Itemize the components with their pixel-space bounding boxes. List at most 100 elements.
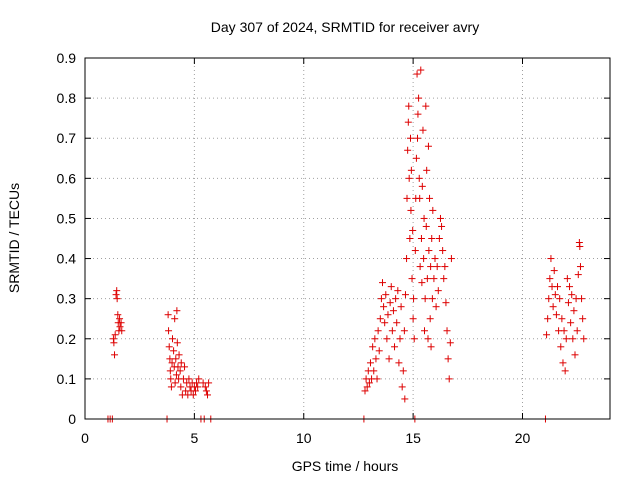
data-point [393, 319, 401, 327]
data-point [561, 367, 569, 375]
data-point [445, 375, 453, 383]
data-point [428, 295, 436, 303]
data-point [384, 311, 392, 319]
data-point [405, 102, 413, 110]
y-tick-label: 0.1 [57, 371, 77, 387]
data-point [113, 295, 121, 303]
data-point [420, 255, 428, 263]
data-point [401, 291, 409, 299]
data-point [427, 263, 435, 271]
data-point [560, 327, 568, 335]
x-axis-ticks: 0 5 10 15 20 [81, 58, 530, 446]
data-point [172, 355, 180, 363]
plot-frame [84, 57, 611, 420]
y-tick-label: 0.9 [57, 50, 77, 66]
data-point [116, 315, 124, 323]
data-point [427, 343, 435, 351]
data-point [439, 247, 447, 255]
data-point [201, 383, 209, 391]
data-point [573, 327, 581, 335]
data-point [447, 255, 455, 263]
y-tick-label: 0.3 [57, 291, 77, 307]
data-point [570, 307, 578, 315]
data-point [380, 303, 388, 311]
data-point [442, 299, 450, 307]
data-point [423, 275, 431, 283]
data-point [426, 194, 434, 202]
data-point [569, 335, 577, 343]
data-point [410, 335, 418, 343]
data-point [191, 387, 199, 395]
data-point [404, 146, 412, 154]
data-point [114, 311, 122, 319]
data-point [111, 351, 119, 359]
data-point [392, 295, 400, 303]
data-point [396, 335, 404, 343]
data-point [170, 347, 178, 355]
data-point [177, 359, 185, 367]
data-point [435, 235, 443, 242]
data-point [189, 391, 197, 399]
data-point [365, 379, 373, 387]
data-point [403, 255, 411, 263]
data-point [375, 347, 383, 355]
data-point [423, 166, 431, 174]
data-point [165, 327, 173, 335]
data-point [441, 263, 449, 271]
data-point [204, 391, 211, 399]
data-point [580, 335, 588, 343]
data-point [552, 311, 560, 319]
x-tick-label: 10 [296, 430, 312, 446]
data-point [110, 339, 118, 347]
data-point [175, 351, 183, 359]
data-point [366, 359, 374, 367]
data-point [426, 315, 434, 323]
data-point [556, 295, 564, 303]
data-point [111, 331, 119, 339]
data-point [432, 303, 440, 311]
data-point [404, 118, 412, 126]
data-point [416, 194, 424, 202]
data-point [391, 343, 399, 351]
data-point [559, 359, 567, 367]
data-point [554, 283, 561, 291]
data-point [431, 255, 439, 263]
data-point [413, 70, 421, 78]
data-point [408, 275, 416, 283]
data-point [113, 287, 121, 295]
data-point [382, 291, 390, 299]
data-point [169, 335, 176, 343]
data-point [373, 375, 381, 383]
data-point [195, 375, 203, 383]
data-point [389, 307, 397, 315]
data-point [416, 263, 424, 271]
data-point [411, 247, 419, 255]
data-point [440, 275, 448, 283]
data-point [403, 194, 411, 202]
data-point [361, 387, 369, 395]
y-axis-label: SRMTID / TECUs [6, 183, 22, 293]
data-point [414, 134, 421, 142]
y-tick-label: 0.5 [57, 210, 77, 226]
data-point [417, 66, 425, 74]
data-point [443, 327, 451, 335]
data-point [409, 315, 417, 323]
data-point [564, 299, 572, 307]
data-point [172, 371, 180, 379]
y-tick-label: 0.2 [57, 331, 77, 347]
data-point [568, 291, 576, 299]
data-point [563, 275, 571, 283]
data-point [551, 291, 559, 299]
data-point [576, 263, 584, 271]
data-point [543, 331, 551, 339]
data-point [369, 343, 377, 351]
data-point [571, 351, 579, 359]
data-point [399, 367, 407, 375]
data-point [446, 339, 454, 347]
data-point [387, 283, 395, 291]
data-point [176, 367, 184, 375]
x-tick-label: 15 [405, 430, 421, 446]
x-axis-label: GPS time / hours [292, 458, 399, 474]
y-axis-ticks: 0 0.1 0.2 0.3 0.4 0.5 0.6 0.7 0.8 0.9 [57, 50, 610, 427]
